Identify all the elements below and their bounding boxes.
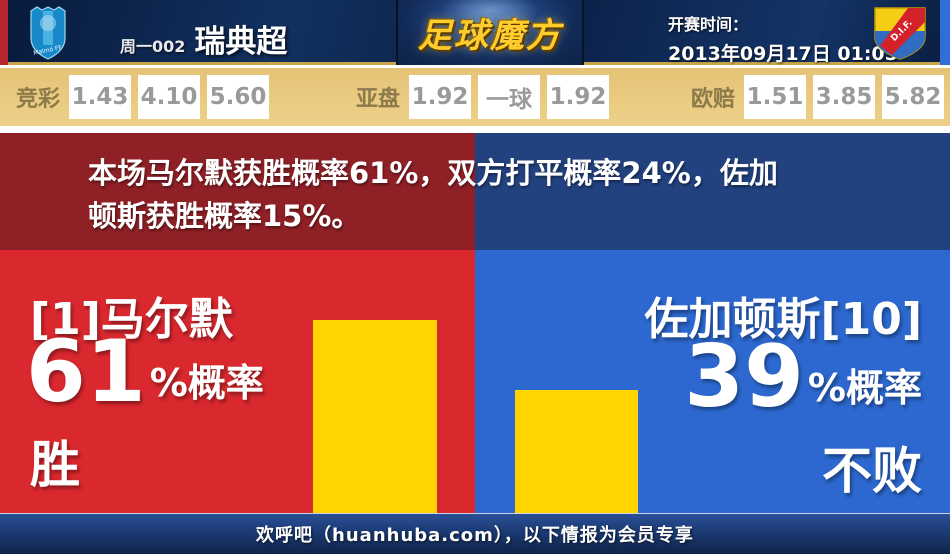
away-panel-dark-band — [475, 133, 950, 250]
kickoff-info: 开赛时间： 2013年09月17日 01:05 — [668, 11, 898, 66]
odds-label-asian-handicap: 亚盘 — [356, 87, 401, 112]
home-panel-dark-band — [0, 133, 475, 250]
header: Malmö FF 周一002 瑞典超 足球魔方 开赛时间： 2013年09月17… — [0, 0, 950, 65]
away-team-name: 佐加顿斯[10] — [644, 294, 922, 345]
away-probability-unit: %概率 — [807, 366, 922, 411]
odds-value-away-win: 5.60 — [207, 75, 270, 119]
odds-bar: 竞彩 1.43 4.10 5.60 亚盘 1.92 一球 1.92 欧赔 1.5… — [0, 68, 950, 126]
site-logo-panel[interactable]: 足球魔方 — [396, 0, 584, 65]
odds-group-asian-handicap: 亚盘 1.92 一球 1.92 — [356, 68, 610, 126]
match-number: 周一002 — [120, 37, 186, 56]
kickoff-label: 开赛时间： — [668, 15, 749, 34]
odds-value-euro-home: 1.51 — [744, 75, 807, 119]
odds-value-handicap-away: 1.92 — [547, 75, 610, 119]
odds-value-home-win: 1.43 — [69, 75, 132, 119]
odds-value-handicap-line: 一球 — [478, 75, 541, 119]
odds-label-sports-lottery: 竞彩 — [16, 87, 61, 112]
home-probability-unit: %概率 — [149, 361, 264, 406]
home-team-badge-icon: Malmö FF — [30, 6, 66, 60]
footer-bar: 欢呼吧（huanhuba.com），以下情报为会员专享 — [0, 513, 950, 554]
away-probability-value: 39 — [684, 327, 804, 427]
odds-label-european-odds: 欧赔 — [691, 87, 736, 112]
odds-value-draw: 4.10 — [138, 75, 201, 119]
divider-strip — [0, 126, 950, 133]
match-league-line: 周一002 瑞典超 — [120, 16, 287, 61]
away-outcome: 不败 — [822, 442, 922, 500]
away-probability: 39 %概率 — [684, 327, 922, 427]
odds-value-handicap-home: 1.92 — [409, 75, 472, 119]
home-team-name: [1]马尔默 — [30, 294, 233, 345]
site-logo[interactable]: 足球魔方 — [418, 16, 562, 56]
left-edge-accent — [0, 0, 8, 65]
home-probability-bar — [313, 320, 437, 513]
away-team-badge-icon: D.I.F. — [874, 7, 926, 60]
odds-group-european-odds: 欧赔 1.51 3.85 5.82 — [691, 68, 945, 126]
odds-group-sports-lottery: 竞彩 1.43 4.10 5.60 — [16, 68, 270, 126]
league-name: 瑞典超 — [194, 24, 288, 60]
odds-value-euro-away: 5.82 — [882, 75, 945, 119]
probability-panel: 本场马尔默获胜概率61%，双方打平概率24%，佐加顿斯获胜概率15%。 [1]马… — [0, 133, 950, 513]
kickoff-time: 2013年09月17日 01:05 — [668, 43, 898, 65]
footer-text: 欢呼吧（huanhuba.com），以下情报为会员专享 — [256, 525, 694, 546]
odds-value-euro-draw: 3.85 — [813, 75, 876, 119]
home-outcome: 胜 — [30, 436, 80, 494]
away-probability-bar — [515, 390, 638, 513]
home-probability-value: 61 — [26, 322, 146, 422]
prediction-summary: 本场马尔默获胜概率61%，双方打平概率24%，佐加顿斯获胜概率15%。 — [88, 156, 778, 233]
right-edge-accent — [940, 0, 950, 65]
home-probability: 61 %概率 — [26, 322, 264, 422]
